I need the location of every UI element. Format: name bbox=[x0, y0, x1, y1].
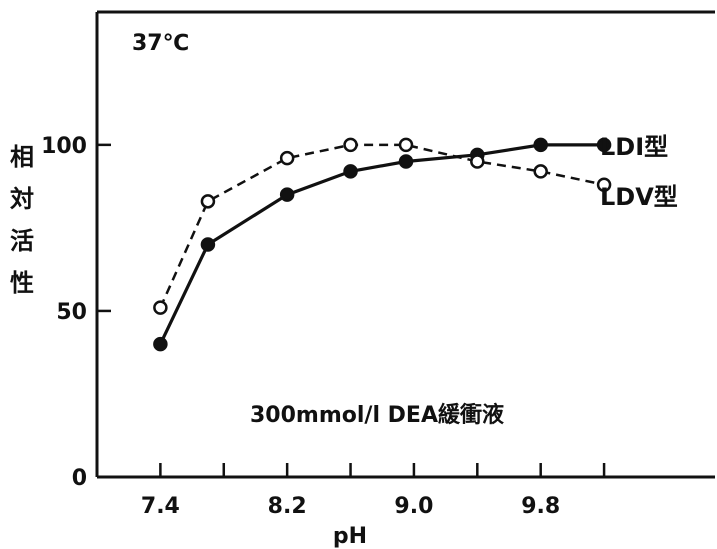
y-tick-label: 50 bbox=[56, 300, 87, 325]
data-point bbox=[470, 154, 485, 169]
x-tick-label: 9.0 bbox=[394, 494, 433, 519]
y-axis-label-char: 相 bbox=[10, 143, 34, 171]
data-point bbox=[343, 137, 358, 153]
y-tick-label: 100 bbox=[41, 134, 87, 159]
data-point bbox=[200, 194, 216, 209]
temperature-annotation: 37℃ bbox=[132, 31, 189, 56]
y-axis-label-char: 性 bbox=[10, 269, 34, 297]
data-point bbox=[398, 154, 414, 169]
series-label: LDⅤ型 bbox=[600, 183, 678, 211]
x-tick-label: 8.2 bbox=[268, 494, 307, 519]
data-point bbox=[153, 336, 168, 352]
data-point bbox=[596, 137, 612, 153]
series-line-1 bbox=[158, 143, 605, 345]
data-point bbox=[200, 237, 216, 252]
x-tick-label: 9.8 bbox=[521, 494, 560, 519]
y-axis-label-char: 対 bbox=[10, 185, 34, 213]
series-layer: LDⅠ型 LDⅤ型 bbox=[153, 133, 678, 352]
data-point bbox=[398, 137, 414, 153]
data-point bbox=[533, 164, 548, 179]
series-line-2 bbox=[159, 143, 605, 309]
data-point bbox=[279, 187, 295, 202]
data-point bbox=[279, 150, 295, 166]
series-label: LDⅠ型 bbox=[600, 133, 668, 161]
x-axis-label: pH bbox=[333, 524, 367, 549]
x-tick-label: 7.4 bbox=[141, 494, 180, 519]
buffer-annotation: 300mmol/l DEA緩衝液 bbox=[250, 402, 504, 428]
data-point bbox=[343, 164, 358, 179]
data-point bbox=[596, 177, 612, 192]
plot-frame bbox=[95, 10, 715, 479]
y-tick-label: 0 bbox=[72, 466, 87, 491]
data-point bbox=[533, 137, 548, 153]
data-point bbox=[153, 300, 168, 315]
y-axis-label-char: 活 bbox=[10, 227, 34, 255]
